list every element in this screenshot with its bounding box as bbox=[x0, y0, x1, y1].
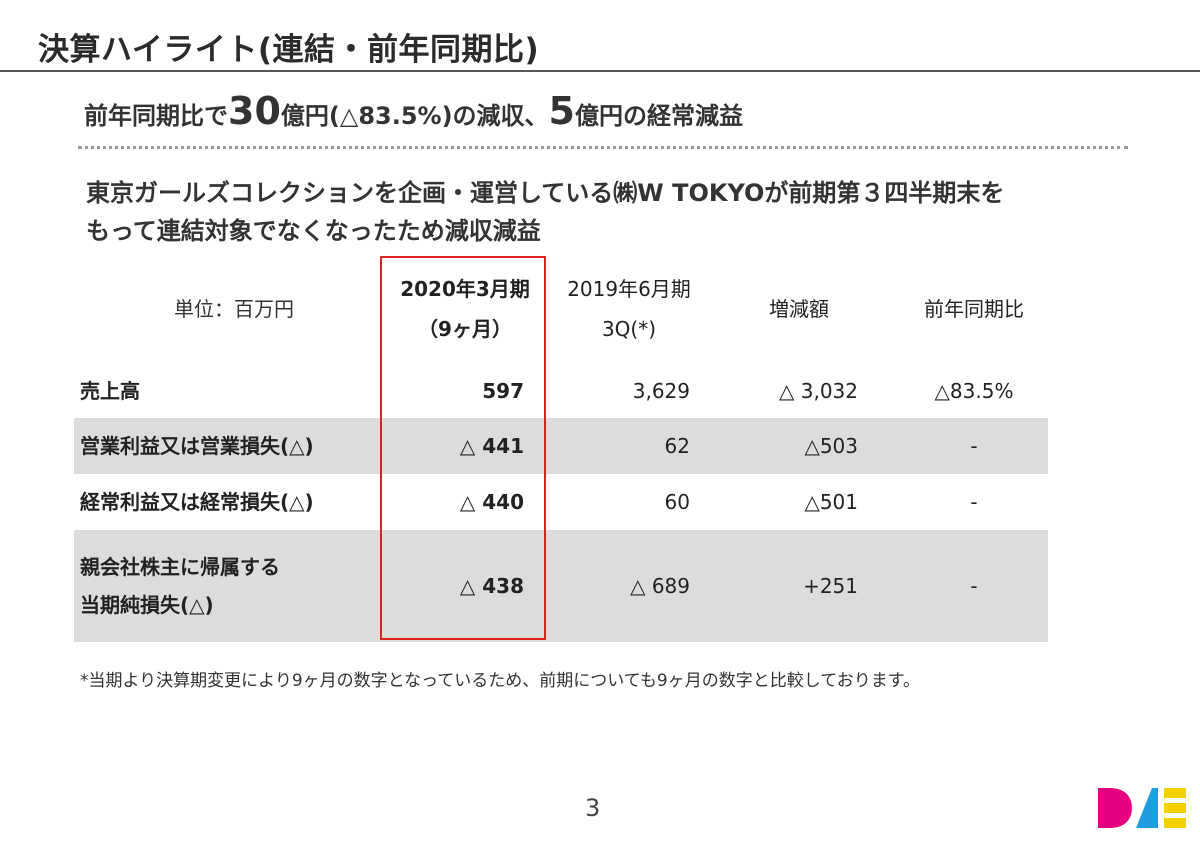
table-row: 売上高 597 3,629 △ 3,032 △83.5% bbox=[74, 364, 1048, 418]
value-yoy: △83.5% bbox=[934, 379, 1014, 403]
subheading-line-2: もって連結対象でなくなったため減収減益 bbox=[86, 217, 541, 245]
row-label: 経常利益又は経常損失(△) bbox=[80, 490, 314, 514]
page-title: 決算ハイライト(連結・前年同期比) bbox=[38, 32, 540, 68]
column-header-2020: 2020年3月期 （9ヶ月） bbox=[380, 254, 550, 364]
table-header-row: 単位：百万円 2020年3月期 （9ヶ月） 2019年6月期 3Q(*) 増減額… bbox=[74, 254, 1048, 364]
column-header-2019: 2019年6月期 3Q(*) bbox=[544, 254, 714, 364]
row-label: 親会社株主に帰属する 当期純損失(△) bbox=[80, 530, 380, 642]
value-yoy: - bbox=[970, 490, 978, 514]
dotted-divider bbox=[78, 146, 1128, 149]
row-label: 売上高 bbox=[80, 379, 140, 403]
value-yoy: - bbox=[970, 574, 978, 598]
page-number: 3 bbox=[585, 794, 601, 822]
subheading: 東京ガールズコレクションを企画・運営している㈱W TOKYOが前期第３四半期末を… bbox=[86, 174, 1004, 250]
column-header-2019-line-2: 3Q(*) bbox=[601, 317, 657, 341]
logo-e-bar-top bbox=[1164, 788, 1186, 798]
subheading-line-1: 東京ガールズコレクションを企画・運営している㈱W TOKYOが前期第３四半期末を bbox=[86, 179, 1005, 207]
value-2019: 3,629 bbox=[632, 379, 690, 403]
unit-label: 単位：百万円 bbox=[174, 297, 294, 321]
headline: 前年同期比で30億円(△83.5%)の減収、5億円の経常減益 bbox=[84, 88, 743, 139]
headline-number-30: 30 bbox=[228, 89, 281, 133]
table-row: 営業利益又は営業損失(△) △ 441 62 △503 - bbox=[74, 418, 1048, 474]
value-yoy: - bbox=[970, 434, 978, 458]
value-2020: △ 440 bbox=[459, 490, 524, 514]
table-row: 親会社株主に帰属する 当期純損失(△) △ 438 △ 689 +251 - bbox=[74, 530, 1048, 642]
headline-text-3: 億円の経常減益 bbox=[575, 102, 743, 130]
value-2020: 597 bbox=[482, 379, 524, 403]
column-header-change: 増減額 bbox=[769, 297, 829, 321]
value-change: △503 bbox=[804, 434, 858, 458]
value-2020: △ 438 bbox=[459, 574, 524, 598]
headline-number-5: 5 bbox=[548, 89, 575, 133]
value-2019: 62 bbox=[664, 434, 690, 458]
results-table: 単位：百万円 2020年3月期 （9ヶ月） 2019年6月期 3Q(*) 増減額… bbox=[74, 254, 1048, 644]
column-header-2020-line-1: 2020年3月期 bbox=[400, 277, 530, 301]
column-header-2020-line-2: （9ヶ月） bbox=[418, 317, 512, 341]
row-label-line-2: 当期純損失(△) bbox=[80, 593, 214, 617]
table-row: 経常利益又は経常損失(△) △ 440 60 △501 - bbox=[74, 474, 1048, 530]
value-2019: △ 689 bbox=[630, 574, 690, 598]
logo-e-bar-bottom bbox=[1164, 818, 1186, 828]
value-2019: 60 bbox=[664, 490, 690, 514]
value-2020: △ 441 bbox=[459, 434, 524, 458]
value-change: △ 3,032 bbox=[779, 379, 858, 403]
dle-logo-icon bbox=[1098, 788, 1186, 828]
logo-e-bar-middle bbox=[1164, 803, 1186, 813]
footnote: *当期より決算期変更により9ヶ月の数字となっているため、前期についても9ヶ月の数… bbox=[80, 671, 921, 691]
title-divider bbox=[0, 70, 1200, 72]
row-label-line-1: 親会社株主に帰属する bbox=[80, 555, 280, 579]
value-change: +251 bbox=[803, 574, 858, 598]
value-change: △501 bbox=[804, 490, 858, 514]
row-label: 営業利益又は営業損失(△) bbox=[80, 434, 314, 458]
column-header-2019-line-1: 2019年6月期 bbox=[567, 277, 691, 301]
headline-text-1: 前年同期比で bbox=[84, 102, 228, 130]
logo-l-shape bbox=[1136, 788, 1158, 828]
headline-text-2: 億円(△83.5%)の減収、 bbox=[280, 102, 549, 130]
logo-d-shape bbox=[1098, 788, 1132, 828]
column-header-yoy: 前年同期比 bbox=[924, 297, 1024, 321]
